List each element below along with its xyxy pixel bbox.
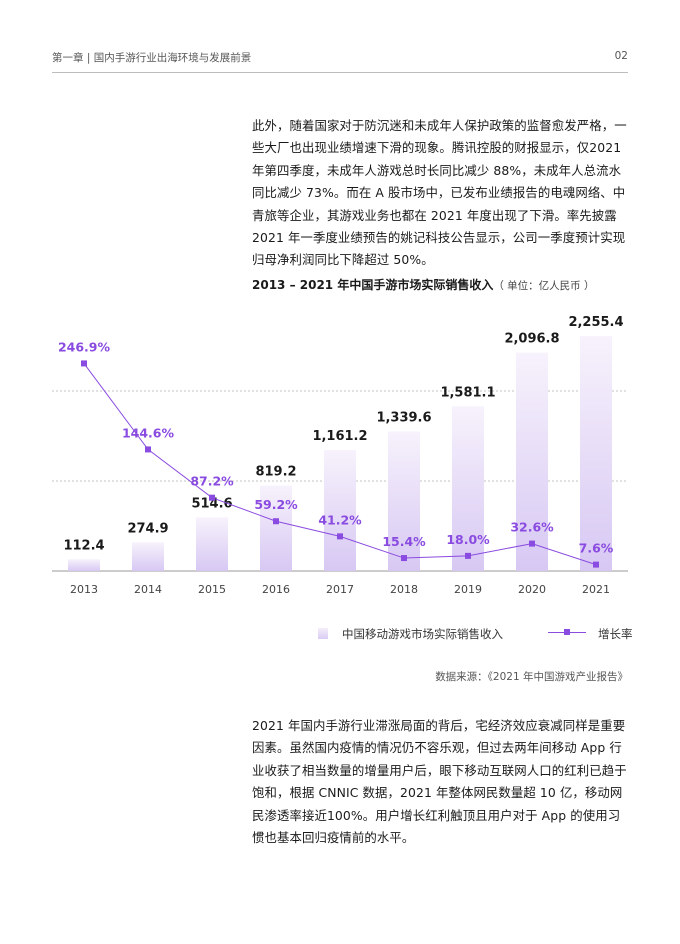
bar-value-label: 274.9 xyxy=(127,521,168,536)
growth-point xyxy=(529,540,535,547)
growth-point xyxy=(337,533,343,540)
bar-swatch-icon xyxy=(318,628,328,639)
data-source: 数据来源：《2021 年中国游戏产业报告》 xyxy=(435,671,628,683)
bar-2019 xyxy=(452,406,484,571)
chart-unit: （ 单位：亿人民币 ） xyxy=(493,280,595,292)
x-tick-label: 2017 xyxy=(326,583,354,596)
growth-value-label: 7.6% xyxy=(579,541,614,556)
bar-2016 xyxy=(260,485,292,571)
x-tick-label: 2015 xyxy=(198,583,226,596)
bar-2015 xyxy=(196,517,228,571)
page-header: 第一章 | 国内手游行业出海环境与发展前景 02 xyxy=(52,50,628,70)
growth-point xyxy=(401,555,407,562)
bar-2018 xyxy=(388,431,420,571)
legend-line-entry: 增长率 xyxy=(548,626,633,642)
intro-paragraph: 此外，随着国家对于防沉迷和未成年人保护政策的监督愈发严格，一些大厂也出现业绩增速… xyxy=(252,118,627,268)
bar-value-label: 1,161.2 xyxy=(312,429,367,444)
revenue-growth-chart: 112.4 2013 274.9 2014 514.6 2015 819.2 2016 1,16… xyxy=(52,315,628,596)
growth-value-label: 59.2% xyxy=(254,497,298,512)
legend-bar-entry: 中国移动游戏市场实际销售收入 xyxy=(318,626,503,642)
legend-bar-label: 中国移动游戏市场实际销售收入 xyxy=(342,627,503,641)
header-divider xyxy=(52,72,628,73)
bar-2013 xyxy=(68,559,100,571)
bar-2020 xyxy=(516,352,548,571)
x-tick-label: 2016 xyxy=(262,583,290,596)
chart-title: 2013 – 2021 年中国手游市场实际销售收入（ 单位：亿人民币 ） xyxy=(252,276,652,293)
growth-point xyxy=(273,518,279,525)
bar-2021 xyxy=(580,336,612,571)
bar-2014 xyxy=(132,542,164,571)
legend-line-label: 增长率 xyxy=(598,627,633,641)
bar-value-label: 819.2 xyxy=(255,465,296,480)
growth-point xyxy=(465,552,471,559)
growth-value-label: 246.9% xyxy=(58,339,111,354)
chart-title-text: 2013 – 2021 年中国手游市场实际销售收入 xyxy=(252,278,494,292)
growth-point xyxy=(209,494,215,501)
closing-paragraph: 2021 年国内手游行业滞涨局面的背后，宅经济效应衰减同样是重要因素。虽然国内疫… xyxy=(252,718,627,846)
x-tick-label: 2021 xyxy=(582,583,610,596)
growth-value-label: 87.2% xyxy=(190,474,234,489)
growth-point xyxy=(81,360,87,367)
page-number: 02 xyxy=(614,50,628,62)
growth-point xyxy=(145,446,151,453)
growth-point xyxy=(593,561,599,568)
bar-2017 xyxy=(324,450,356,571)
bar-value-label: 2,255.4 xyxy=(568,315,623,330)
bar-value-label: 1,339.6 xyxy=(376,410,431,425)
line-swatch-icon xyxy=(548,628,586,638)
x-tick-label: 2019 xyxy=(454,583,482,596)
x-tick-label: 2018 xyxy=(390,583,418,596)
growth-value-label: 18.0% xyxy=(446,532,490,547)
growth-value-label: 41.2% xyxy=(318,512,362,527)
bar-value-label: 1,581.1 xyxy=(440,385,495,400)
bar-value-label: 112.4 xyxy=(63,538,104,553)
growth-value-label: 15.4% xyxy=(382,534,426,549)
x-tick-label: 2013 xyxy=(70,583,98,596)
bar-value-label: 514.6 xyxy=(191,496,232,511)
growth-value-label: 144.6% xyxy=(122,425,175,440)
growth-value-label: 32.6% xyxy=(510,520,554,535)
bar-value-label: 2,096.8 xyxy=(504,332,559,347)
x-tick-label: 2014 xyxy=(134,583,162,596)
chapter-title: 第一章 | 国内手游行业出海环境与发展前景 xyxy=(52,52,252,64)
x-tick-label: 2020 xyxy=(518,583,546,596)
